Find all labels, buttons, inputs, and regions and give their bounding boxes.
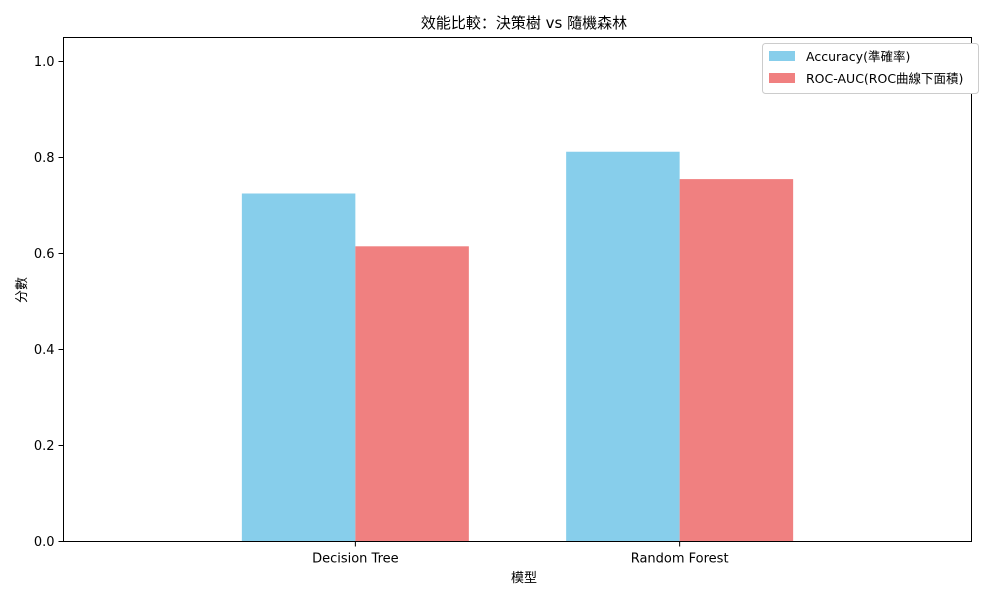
legend-label-roc-auc: ROC-AUC(ROC曲線下面積) (806, 71, 963, 86)
x-axis-ticks: Decision Tree Random Forest (312, 541, 729, 567)
plot-frame (63, 37, 972, 542)
y-tick-label: 0.2 (34, 439, 55, 454)
y-tick-label: 0.0 (34, 535, 55, 550)
y-tick-label: 0.8 (34, 151, 55, 166)
bar-random-forest-series-1 (566, 151, 680, 542)
x-tick-label-decision-tree: Decision Tree (312, 552, 399, 567)
x-tick-label-random-forest: Random Forest (631, 552, 729, 567)
legend-swatch-accuracy (769, 51, 795, 61)
bar-random-forest-series-2 (679, 179, 794, 542)
chart-title: 效能比較：決策樹 vs 隨機森林 (421, 14, 627, 32)
bar-decision-tree-series-1 (241, 193, 356, 542)
y-tick-label: 0.6 (34, 247, 55, 262)
y-tick-label: 1.0 (34, 55, 55, 70)
legend: Accuracy(準確率) ROC-AUC(ROC曲線下面積) (762, 43, 979, 94)
y-axis-title: 分數 (15, 277, 30, 303)
legend-swatch-roc-auc (769, 73, 795, 83)
x-axis-title: 模型 (511, 571, 537, 586)
y-tick-label: 0.4 (34, 343, 55, 358)
legend-label-accuracy: Accuracy(準確率) (806, 49, 910, 64)
bar-decision-tree-series-2 (355, 246, 469, 542)
bars-group (241, 151, 794, 542)
legend-box (762, 43, 979, 94)
y-axis-ticks: 0.0 0.2 0.4 0.6 0.8 1.0 (34, 55, 64, 550)
